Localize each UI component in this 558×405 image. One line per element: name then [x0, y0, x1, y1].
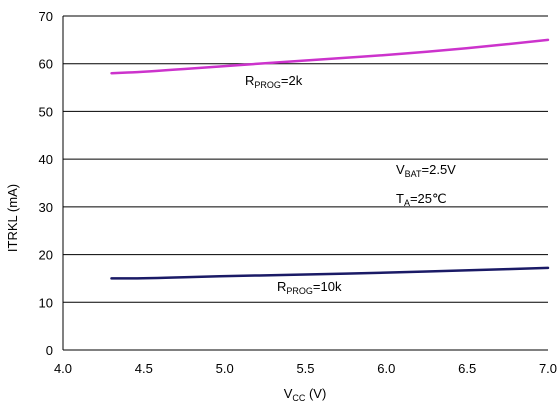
- plot-area: [63, 16, 548, 350]
- series-line-rprog-2k: [110, 38, 550, 75]
- y-axis-label: ITRKL (mA): [5, 184, 20, 252]
- x-axis-label: VCC (V): [284, 386, 327, 403]
- y-tick-label: 30: [39, 200, 53, 215]
- grid-lines: [62, 15, 548, 351]
- x-tick-label: 4.5: [135, 361, 153, 376]
- y-tick-label: 70: [39, 9, 53, 24]
- annotation-rprog-2k: RPROG=2k: [245, 73, 303, 90]
- series-line-rprog-10k: [110, 266, 550, 280]
- x-tick-label: 6.0: [377, 361, 395, 376]
- y-tick-label: 60: [39, 57, 53, 72]
- annotation-ta: TA=25℃: [396, 191, 447, 208]
- y-tick-label: 0: [46, 343, 53, 358]
- y-tick-label: 50: [39, 104, 53, 119]
- y-tick-label: 40: [39, 152, 53, 167]
- tick-labels: 0 10 20 30 40 50 60 70 4.0 4.5 5.0 5.5 6.0 6.5 7.0: [39, 9, 558, 376]
- annotation-rprog-10k: RPROG=10k: [277, 279, 342, 296]
- x-tick-label: 5.5: [296, 361, 314, 376]
- x-tick-label: 4.0: [54, 361, 72, 376]
- x-tick-label: 7.0: [539, 361, 557, 376]
- y-tick-label: 10: [39, 295, 53, 310]
- x-tick-label: 5.0: [216, 361, 234, 376]
- series-lines: [110, 38, 550, 280]
- x-tick-label: 6.5: [458, 361, 476, 376]
- annotation-vbat: VBAT=2.5V: [396, 162, 456, 179]
- y-tick-label: 20: [39, 248, 53, 263]
